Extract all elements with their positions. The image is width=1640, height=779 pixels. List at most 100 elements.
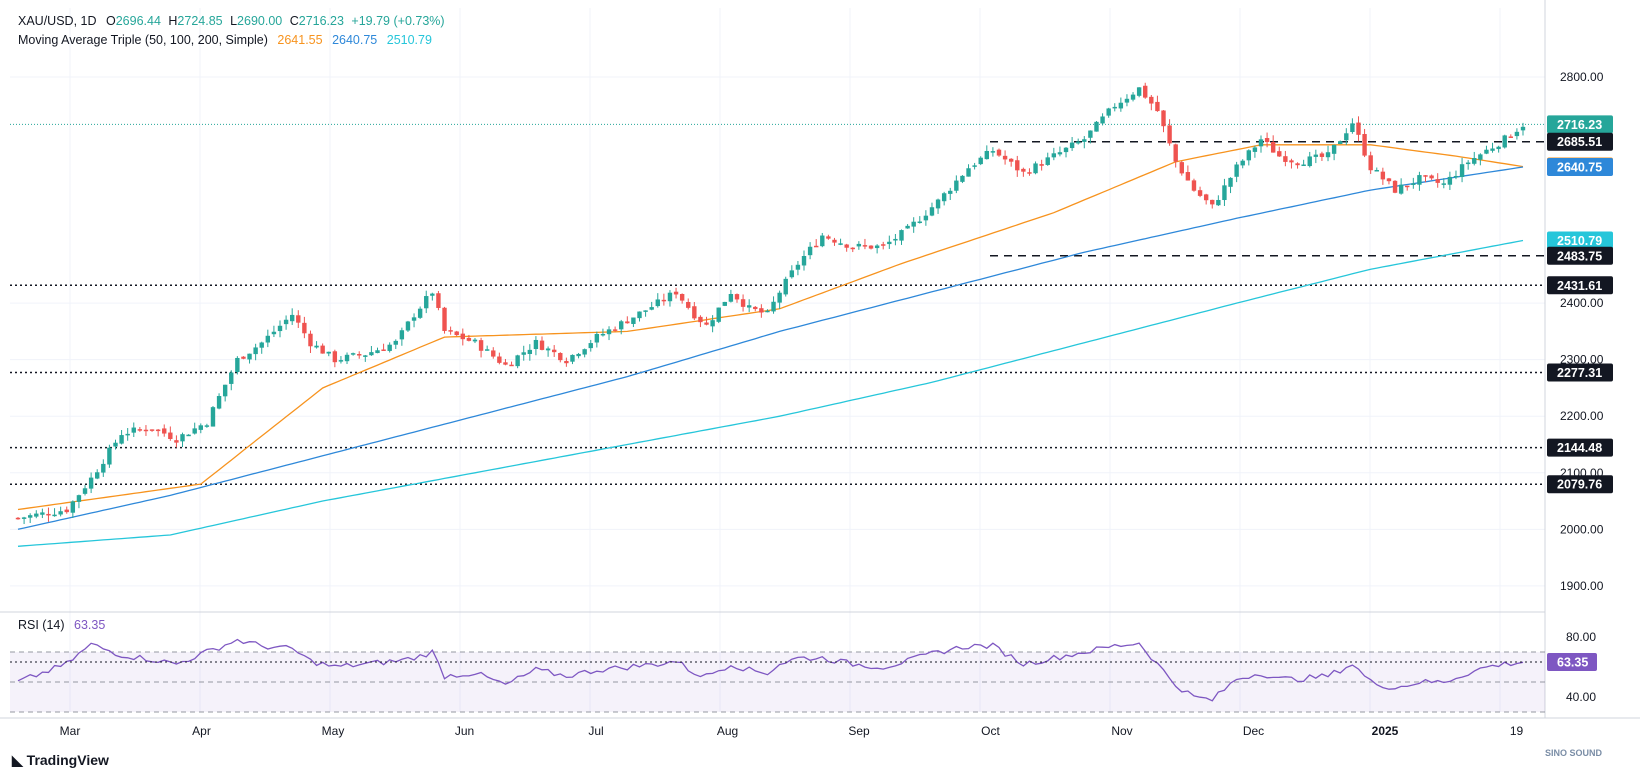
candle-body (1405, 185, 1410, 188)
candle-body (1002, 155, 1008, 160)
candle-body (820, 235, 825, 247)
candle-body (533, 339, 539, 350)
candle-body (1008, 158, 1014, 162)
candle-body (88, 477, 94, 489)
candle-body (296, 315, 301, 323)
candle-body (198, 425, 203, 430)
time-axis-tick: 2025 (1372, 724, 1399, 738)
candle-body (740, 299, 746, 307)
candle-body (1051, 153, 1057, 158)
candle-body (314, 345, 319, 348)
candle-body (1508, 136, 1514, 138)
candle-body (125, 433, 130, 436)
price-level-label: 2510.79 (1557, 234, 1602, 248)
candle-body (1264, 138, 1270, 143)
candle-body (1045, 157, 1050, 165)
candle-body (619, 321, 624, 330)
price-level-label-bg (1547, 231, 1613, 250)
candle-body (746, 305, 752, 308)
candle-body (101, 463, 106, 473)
candle-body (277, 325, 283, 332)
candle-body (588, 343, 593, 349)
candle-body (259, 342, 264, 348)
ma200-value: 2510.79 (386, 33, 432, 47)
candle-body (52, 514, 57, 517)
candle-body (430, 293, 435, 296)
candle-body (1161, 110, 1166, 127)
candle-body (643, 310, 648, 312)
candle-body (46, 513, 51, 516)
candle-body (984, 150, 990, 160)
price-level-label: 2079.76 (1557, 478, 1602, 492)
price-axis-tick: 2300.00 (1560, 353, 1604, 367)
candle-body (1331, 144, 1337, 154)
candle-body (807, 246, 813, 256)
candle-body (40, 512, 45, 515)
candle-body (283, 319, 289, 325)
candle-body (795, 264, 801, 270)
candle-body (600, 333, 606, 336)
price-level-label-bg (1547, 246, 1613, 265)
ma-line (17, 239, 1524, 547)
candle-body (1088, 130, 1093, 138)
candle-body (1435, 179, 1440, 183)
candle-body (649, 307, 654, 310)
candle-body (1502, 135, 1507, 148)
candle-body (856, 243, 862, 247)
candle-body (1191, 180, 1197, 191)
candle-body (625, 321, 630, 324)
change-value: +19.79 (+0.73%) (351, 14, 445, 28)
candle-body (15, 517, 21, 520)
candle-body (722, 301, 728, 306)
candle-body (472, 339, 478, 342)
candle-body (515, 355, 520, 367)
candle-body (308, 333, 313, 347)
candle-body (162, 428, 167, 434)
time-axis-tick: Jul (588, 724, 603, 738)
candle-body (265, 335, 271, 343)
candle-body (1234, 164, 1239, 177)
price-level-label-bg (1547, 363, 1613, 382)
candle-body (241, 356, 246, 359)
price-level-label-bg (1547, 115, 1613, 134)
candle-body (862, 245, 868, 247)
candle-body (216, 396, 222, 409)
candle-body (655, 299, 660, 307)
candle-body (192, 428, 197, 434)
candle-body (137, 429, 143, 431)
candle-body (1149, 96, 1154, 104)
candle-body (1082, 139, 1087, 142)
candle-body (1155, 101, 1160, 112)
candle-body (204, 425, 210, 427)
candle-body (34, 513, 39, 517)
candle-body (326, 351, 331, 354)
candle-body (1228, 177, 1233, 187)
price-level-label-bg (1547, 438, 1613, 457)
candle-body (411, 317, 417, 321)
candle-body (1417, 175, 1422, 185)
candle-body (1021, 168, 1026, 172)
candle-body (734, 294, 740, 300)
candle-body (679, 294, 685, 301)
candle-body (710, 320, 715, 327)
candle-body (1520, 126, 1526, 131)
candle-body (813, 245, 819, 248)
candle-body (1100, 116, 1105, 124)
candle-body (826, 236, 831, 239)
candle-body (935, 199, 941, 209)
candle-body (564, 360, 569, 364)
symbol-title: XAU/USD, 1D (18, 14, 97, 28)
candle-body (1112, 106, 1117, 109)
price-axis-tick: 2800.00 (1560, 70, 1604, 84)
candle-body (1386, 178, 1392, 182)
candle-body (387, 344, 392, 351)
candle-body (637, 311, 642, 319)
candle-body (1356, 122, 1361, 135)
candle-body (759, 308, 764, 313)
candle-body (320, 345, 325, 354)
candle-body (911, 221, 916, 227)
price-level-label-bg (1547, 158, 1613, 177)
candle-body (27, 515, 33, 518)
candle-body (1289, 160, 1294, 163)
